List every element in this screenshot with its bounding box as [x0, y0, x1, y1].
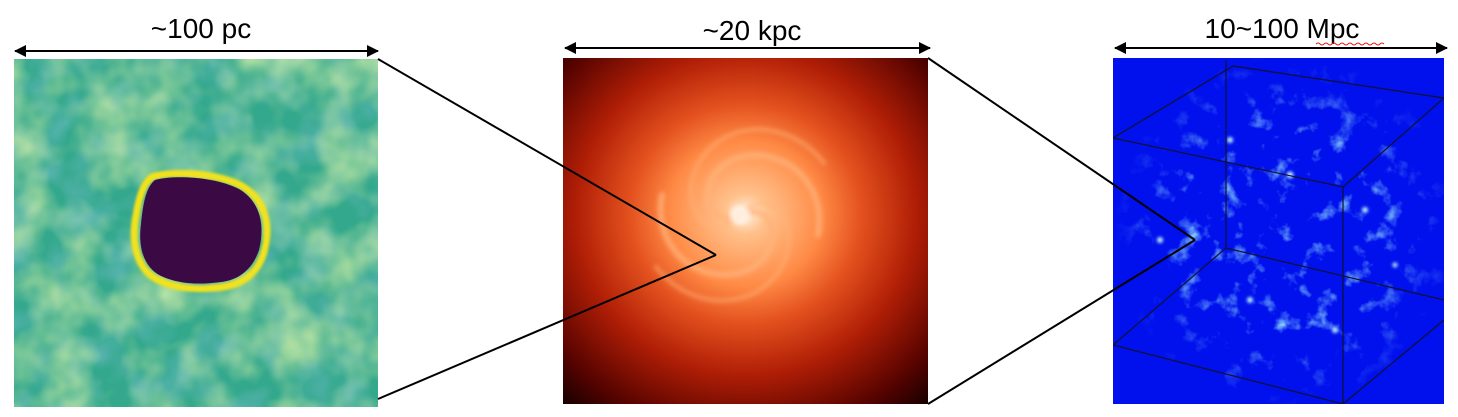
- scale-label-galaxy: ~20 kpc: [703, 15, 802, 46]
- spiral-arm: [688, 127, 826, 229]
- zoom-line: [927, 57, 1196, 241]
- spiral-arm: [654, 201, 792, 303]
- bubble-void: [140, 177, 262, 284]
- simulation-box: [1113, 60, 1444, 404]
- galaxy-core: [730, 205, 750, 225]
- spiral-arm: [657, 192, 776, 278]
- zoom-line: [377, 254, 717, 400]
- spellcheck-underline: [1315, 42, 1385, 46]
- spiral-arm: [704, 152, 823, 238]
- cosmic-web-filaments: [1113, 58, 1444, 404]
- galaxy-panel: [563, 58, 928, 404]
- scale-label-bubble: ~100 pc: [151, 13, 251, 44]
- zoom-line: [927, 239, 1196, 405]
- bubble-rim: [130, 170, 271, 293]
- zoom-line: [377, 58, 717, 256]
- galaxy-panel-background: [563, 58, 928, 404]
- cosmic-web-nodes: [1157, 137, 1398, 333]
- scale-label-cosmic-web: 10~100 Mpc: [1205, 13, 1360, 44]
- scale-arrows: [14, 42, 1448, 57]
- zoom-connectors: [377, 57, 1196, 405]
- galaxy-spiral-arms: [654, 127, 826, 303]
- cosmic-web-panel: [1113, 58, 1444, 404]
- bubble-panel: [14, 59, 378, 407]
